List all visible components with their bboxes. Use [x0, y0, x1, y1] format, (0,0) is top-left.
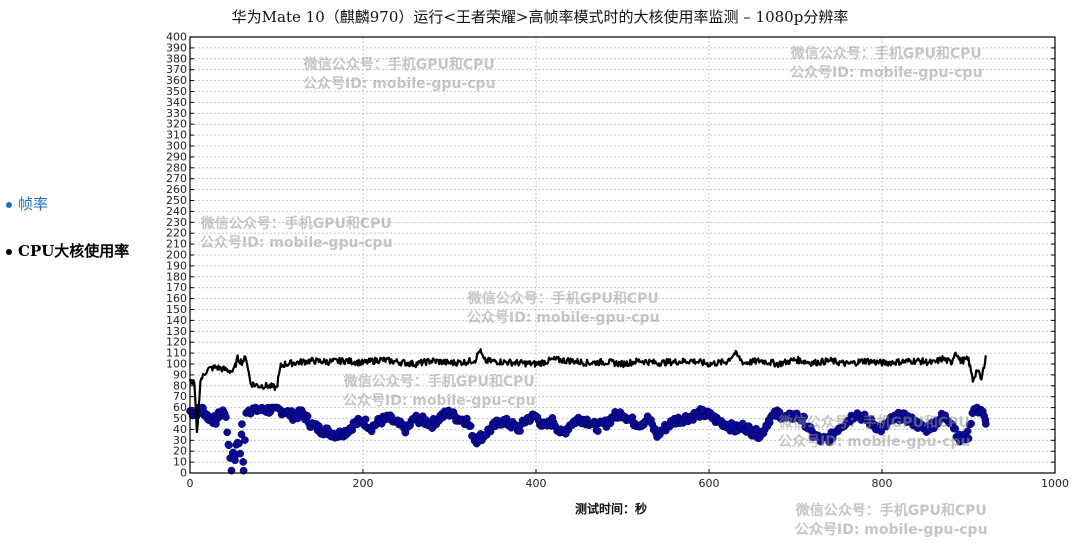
svg-text:180: 180 [166, 270, 187, 283]
svg-text:200: 200 [166, 249, 187, 262]
watermark: 微信公众号：手机GPU和CPU 公众号ID: mobile-gpu-cpu [200, 216, 393, 251]
svg-text:1000: 1000 [1041, 477, 1069, 490]
watermark: 微信公众号：手机GPU和CPU 公众号ID: mobile-gpu-cpu [790, 46, 983, 81]
watermark: 微信公众号：手机GPU和CPU 公众号ID: mobile-gpu-cpu [778, 415, 971, 450]
svg-text:400: 400 [166, 31, 187, 44]
legend-dot-icon [6, 202, 12, 208]
svg-text:300: 300 [166, 140, 187, 153]
svg-text:380: 380 [166, 52, 187, 65]
svg-text:360: 360 [166, 74, 187, 87]
svg-text:130: 130 [166, 325, 187, 338]
svg-text:400: 400 [526, 477, 547, 490]
watermark: 微信公众号：手机GPU和CPU 公众号ID: mobile-gpu-cpu [343, 374, 536, 409]
svg-text:80: 80 [173, 379, 187, 392]
svg-text:10: 10 [173, 456, 187, 469]
legend-item-cpu: CPU大核使用率 [6, 240, 129, 261]
chart-title: 华为Mate 10（麒麟970）运行<王者荣耀>高帧率模式时的大核使用率监测 –… [231, 8, 849, 26]
svg-text:600: 600 [699, 477, 720, 490]
svg-text:160: 160 [166, 292, 187, 305]
svg-text:800: 800 [872, 477, 893, 490]
svg-text:200: 200 [353, 477, 374, 490]
svg-text:210: 210 [166, 238, 187, 251]
svg-text:20: 20 [173, 445, 187, 458]
svg-text:260: 260 [166, 183, 187, 196]
svg-text:110: 110 [166, 347, 187, 360]
svg-text:240: 240 [166, 205, 187, 218]
svg-text:100: 100 [166, 358, 187, 371]
svg-text:190: 190 [166, 259, 187, 272]
legend-item-framerate: 帧率 [6, 193, 48, 214]
svg-text:170: 170 [166, 281, 187, 294]
svg-text:310: 310 [166, 129, 187, 142]
legend-label: CPU大核使用率 [18, 242, 130, 260]
svg-text:140: 140 [166, 314, 187, 327]
svg-text:320: 320 [166, 118, 187, 131]
svg-text:70: 70 [173, 390, 187, 403]
svg-text:230: 230 [166, 216, 187, 229]
svg-text:370: 370 [166, 63, 187, 76]
svg-text:250: 250 [166, 194, 187, 207]
svg-text:220: 220 [166, 227, 187, 240]
watermark: 微信公众号：手机GPU和CPU 公众号ID: mobile-gpu-cpu [303, 57, 496, 92]
svg-text:90: 90 [173, 368, 187, 381]
svg-text:290: 290 [166, 150, 187, 163]
x-axis-label: 测试时间：秒 [575, 502, 648, 516]
svg-text:30: 30 [173, 434, 187, 447]
legend-dot-icon [6, 249, 12, 255]
svg-text:390: 390 [166, 41, 187, 54]
svg-text:340: 340 [166, 96, 187, 109]
svg-text:0: 0 [180, 467, 187, 480]
svg-text:60: 60 [173, 401, 187, 414]
svg-text:350: 350 [166, 85, 187, 98]
svg-text:40: 40 [173, 423, 187, 436]
legend-label: 帧率 [18, 195, 49, 213]
watermark: 微信公众号：手机GPU和CPU 公众号ID: mobile-gpu-cpu [795, 502, 988, 540]
svg-text:330: 330 [166, 107, 187, 120]
svg-text:120: 120 [166, 336, 187, 349]
svg-text:150: 150 [166, 303, 187, 316]
svg-text:0: 0 [187, 477, 194, 490]
svg-text:280: 280 [166, 161, 187, 174]
watermark: 微信公众号：手机GPU和CPU 公众号ID: mobile-gpu-cpu [467, 291, 660, 326]
svg-text:50: 50 [173, 412, 187, 425]
svg-text:270: 270 [166, 172, 187, 185]
